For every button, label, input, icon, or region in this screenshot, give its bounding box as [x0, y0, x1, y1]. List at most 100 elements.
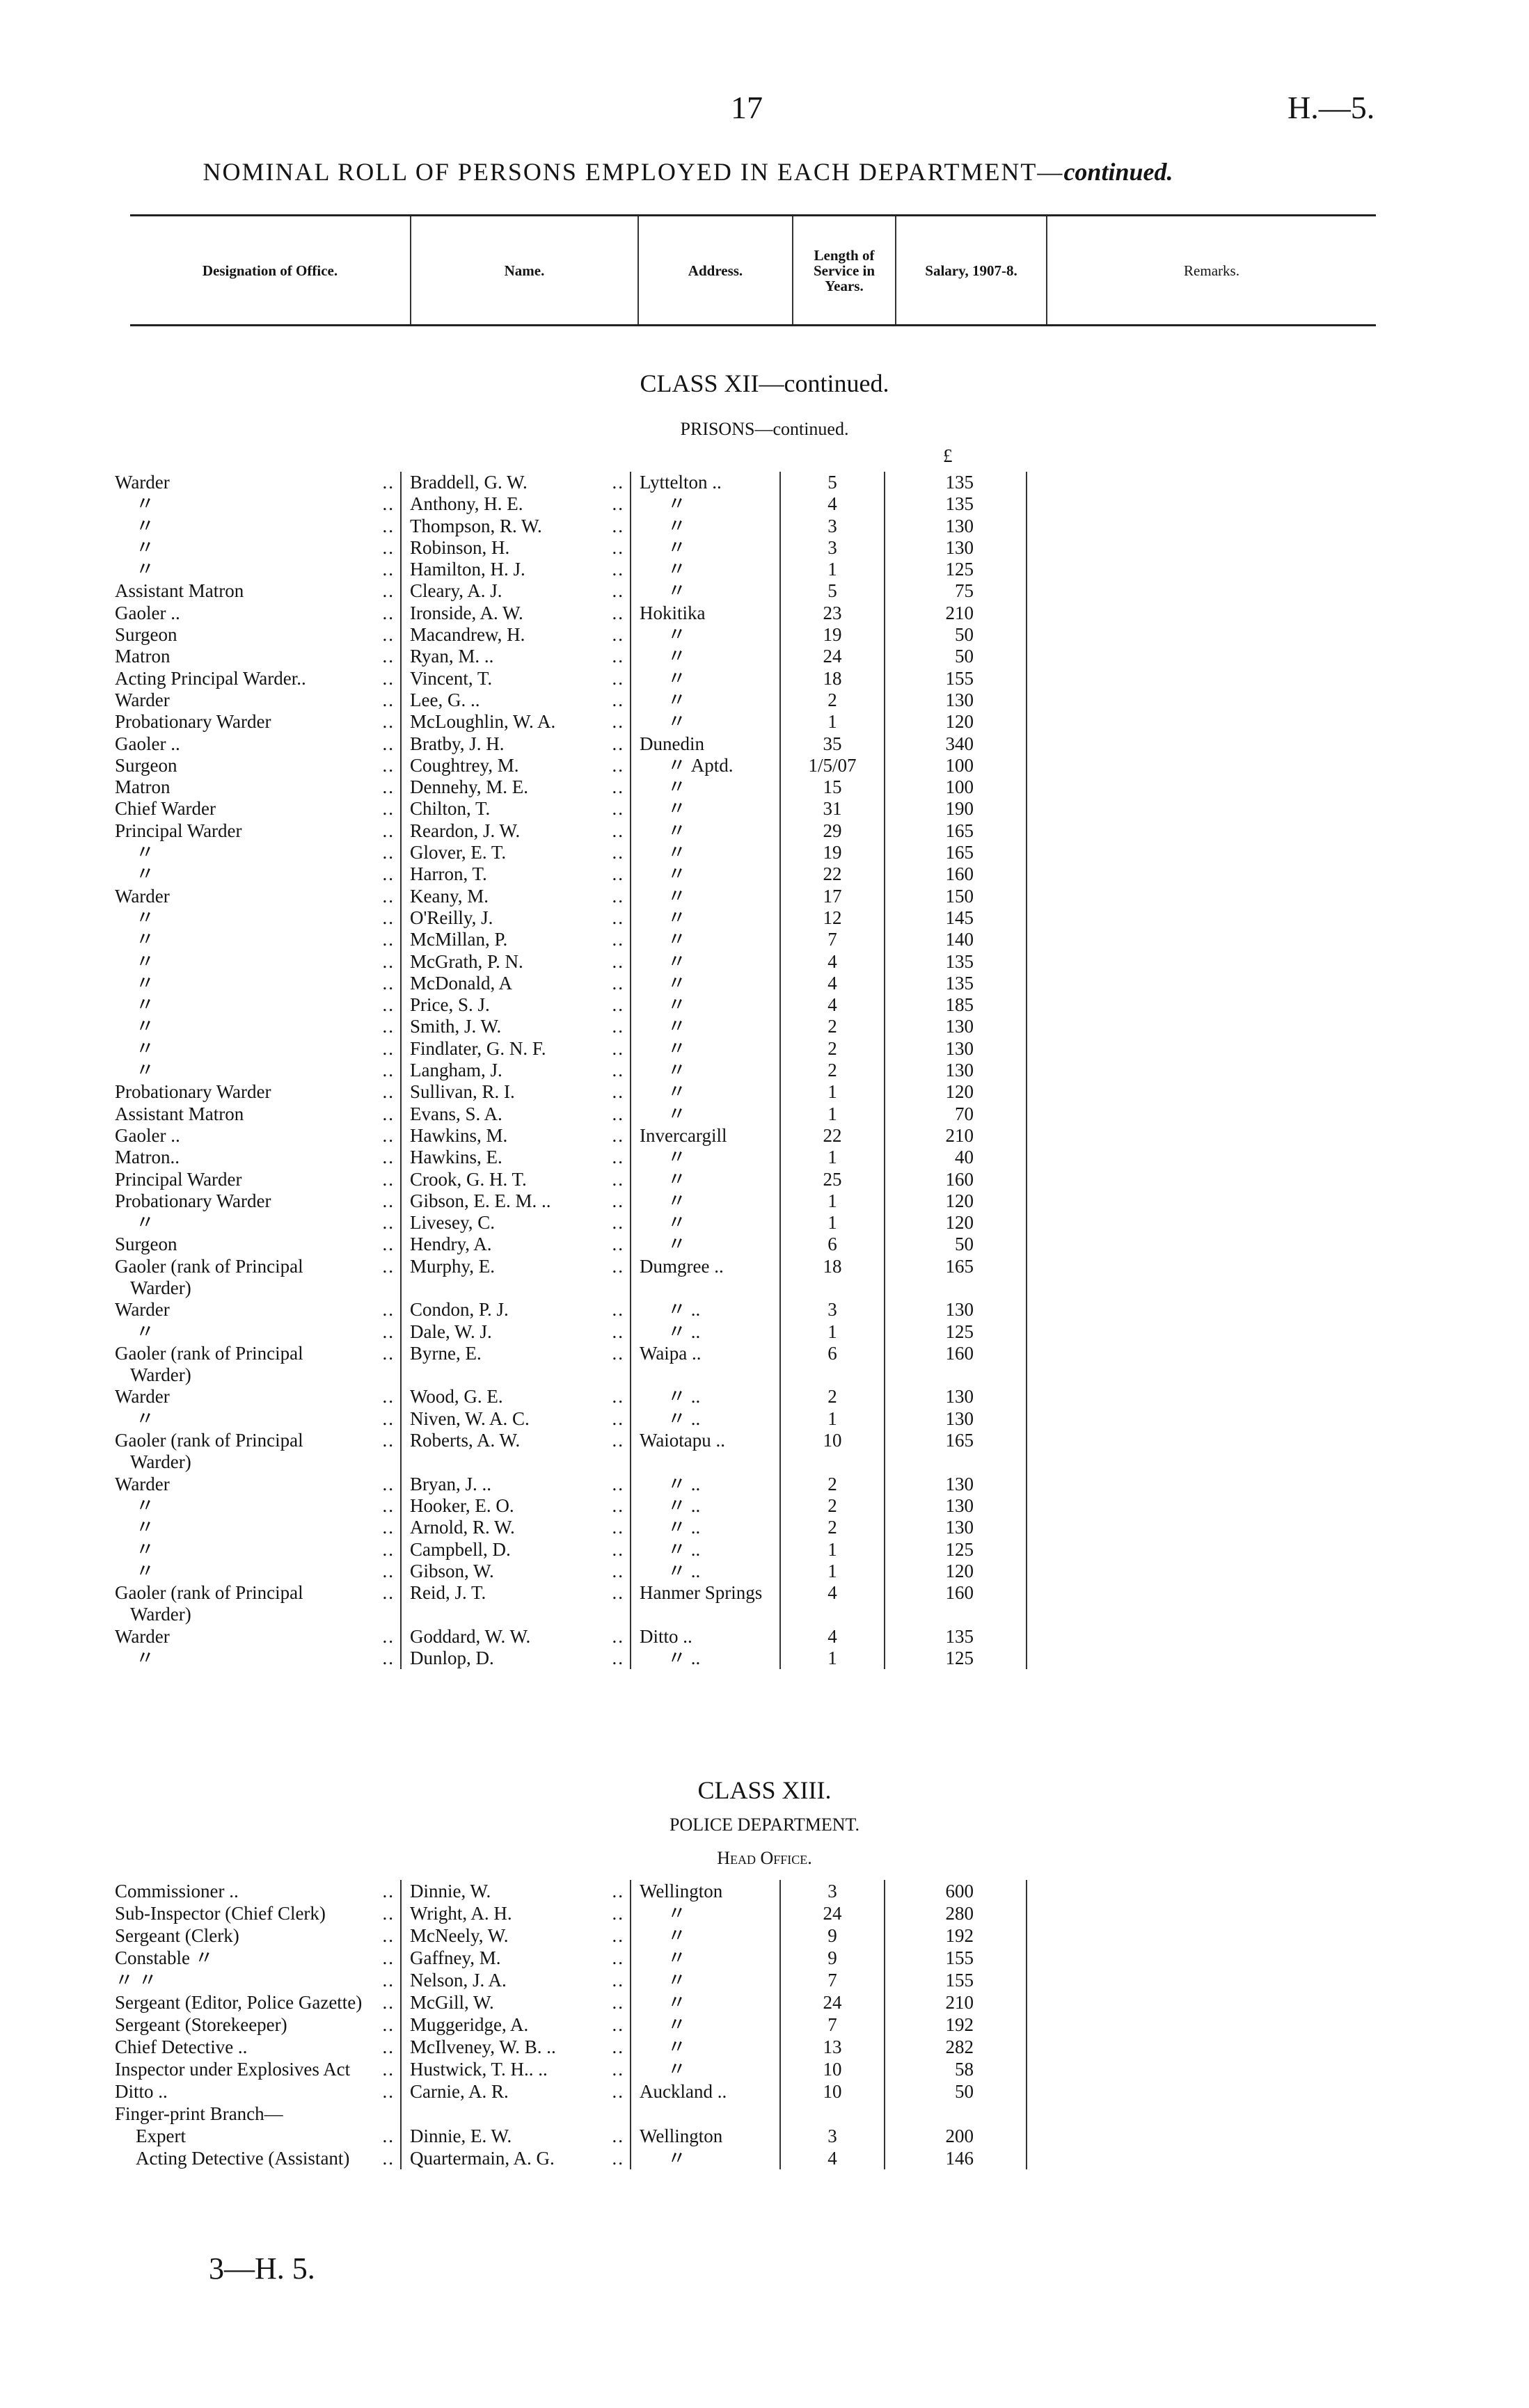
name-text: Hendry, A. [410, 1234, 492, 1255]
cell-salary: 145 [884, 907, 1027, 930]
address-text: Lyttelton .. [640, 472, 722, 493]
cell-length: 3 [779, 1880, 884, 1902]
cell-designation: Sergeant (Editor, Police Gazette).. [115, 1991, 400, 2014]
designation-text: 〃 [136, 1538, 155, 1560]
dot-leader: .. [612, 624, 624, 646]
cell-address: 〃 [630, 1969, 779, 1991]
cell-name: Crook, G. H. T... [400, 1168, 630, 1190]
cell-salary: 120 [884, 711, 1027, 733]
table-row: Assistant Matron.. Cleary, A. J... 〃 5 75 [115, 580, 1040, 603]
dot-leader: .. [612, 798, 624, 820]
address-text: 〃 [667, 689, 686, 710]
address-text: 〃 [667, 950, 686, 972]
cell-address: 〃 [630, 1168, 779, 1190]
dot-leader: .. [612, 1494, 624, 1516]
cell-length: 2 [779, 1473, 884, 1495]
cell-designation: 〃.. [115, 1648, 400, 1669]
cell-name: Reardon, J. W... [400, 820, 630, 843]
salary-text: 120 [945, 1560, 974, 1581]
cell-salary: 130 [884, 689, 1027, 712]
cell-address: Waipa .. [630, 1342, 779, 1387]
cell-name: Muggeridge, A... [400, 2014, 630, 2036]
cell-address: 〃 [630, 907, 779, 930]
salary-text: 200 [945, 2126, 974, 2146]
table-row: Gaoler (rank of Principal Warder).. Rober… [115, 1430, 1040, 1474]
address-text: Waiotapu .. [640, 1430, 726, 1451]
salary-text: 155 [945, 1947, 974, 1968]
dot-leader: .. [382, 2148, 395, 2169]
length-text: 5 [827, 580, 837, 602]
name-text: Bratby, J. H. [410, 733, 505, 754]
cell-address: 〃 [630, 798, 779, 820]
dot-leader: .. [382, 733, 395, 754]
cell-salary: 165 [884, 820, 1027, 843]
cell-designation: Commissioner .... [115, 1880, 400, 1902]
dot-leader: .. [382, 646, 395, 667]
table-row: 〃.. Hamilton, H. J... 〃 1 125 [115, 559, 1040, 581]
salary-text: 130 [945, 1016, 974, 1037]
cell-length: 31 [779, 798, 884, 820]
cell-salary: 192 [884, 1924, 1027, 1947]
address-text: 〃 [667, 515, 686, 536]
dot-leader: .. [382, 493, 395, 515]
table-row: Commissioner .... Dinnie, W... Wellington 3… [115, 1880, 1040, 1902]
length-text: 2 [827, 1037, 837, 1059]
dot-leader: .. [612, 1234, 624, 1255]
address-text: 〃 [667, 776, 686, 798]
name-text: Reardon, J. W. [410, 820, 521, 841]
salary-text: 130 [945, 1299, 974, 1321]
cell-designation: 〃.. [115, 559, 400, 580]
cell-salary: 155 [884, 1947, 1027, 1969]
dot-leader: .. [612, 1560, 624, 1581]
designation-text: Sergeant (Clerk) [115, 1925, 239, 1946]
dot-leader: .. [382, 1386, 395, 1408]
table-row: Warder.. Bryan, J. .... 〃 .. 2 130 [115, 1473, 1040, 1495]
cell-designation: Matron.... [115, 1147, 400, 1168]
designation-text: 〃 [136, 950, 155, 972]
cell-designation: Surgeon.. [115, 1234, 400, 1255]
table-row: Probationary Warder.. Sullivan, R. I... 〃 1… [115, 1081, 1040, 1103]
address-text: 〃 .. [667, 1473, 701, 1494]
dot-leader: .. [612, 559, 624, 580]
cell-name: McGrath, P. N... [400, 950, 630, 973]
designation-text: Surgeon [115, 1234, 177, 1255]
salary-text: 125 [945, 1648, 974, 1669]
length-text: 10 [823, 1430, 842, 1451]
cell-length: 12 [779, 907, 884, 930]
address-text: Invercargill [640, 1124, 727, 1146]
cell-address: 〃 [630, 1081, 779, 1103]
cell-designation: Warder.. [115, 886, 400, 907]
cell-address: Dumgree .. [630, 1255, 779, 1300]
name-text: Gaffney, M. [410, 1947, 501, 1968]
dot-leader: .. [382, 885, 395, 907]
dot-leader: .. [382, 515, 395, 536]
salary-text: 135 [945, 472, 974, 493]
cell-address: 〃 [630, 929, 779, 951]
address-text: 〃 [667, 2148, 686, 2169]
length-text: 2 [827, 689, 837, 710]
salary-text: 130 [945, 1517, 974, 1538]
cell-address: 〃 [630, 1947, 779, 1969]
cell-designation: Expert.. [115, 2125, 400, 2147]
salary-text: 135 [945, 972, 974, 994]
currency-symbol: £ [943, 445, 953, 466]
cell-name: Gibson, W... [400, 1560, 630, 1583]
cell-salary: 600 [884, 1880, 1027, 1902]
address-text: 〃 [667, 798, 686, 820]
cell-address: 〃 [630, 2147, 779, 2169]
designation-text: Gaoler .. [115, 1124, 180, 1146]
cell-length: 6 [779, 1234, 884, 1256]
name-text: Glover, E. T. [410, 842, 507, 863]
designation-text: Warder [115, 689, 170, 710]
table-row: 〃.. Findlater, G. N. F... 〃 2 130 [115, 1037, 1040, 1060]
dot-leader: .. [612, 1060, 624, 1081]
cell-name: Wood, G. E... [400, 1386, 630, 1408]
cell-address: 〃 .. [630, 1299, 779, 1321]
salary-text: 185 [945, 994, 974, 1016]
cell-length: 1 [779, 1147, 884, 1169]
address-text: 〃 Aptd. [667, 754, 734, 776]
dot-leader: .. [382, 2081, 395, 2102]
cell-designation: Gaoler (rank of Principal Warder).. [115, 1256, 400, 1300]
cell-name: Dinnie, W... [400, 1880, 630, 1902]
name-text: Condon, P. J. [410, 1299, 509, 1321]
